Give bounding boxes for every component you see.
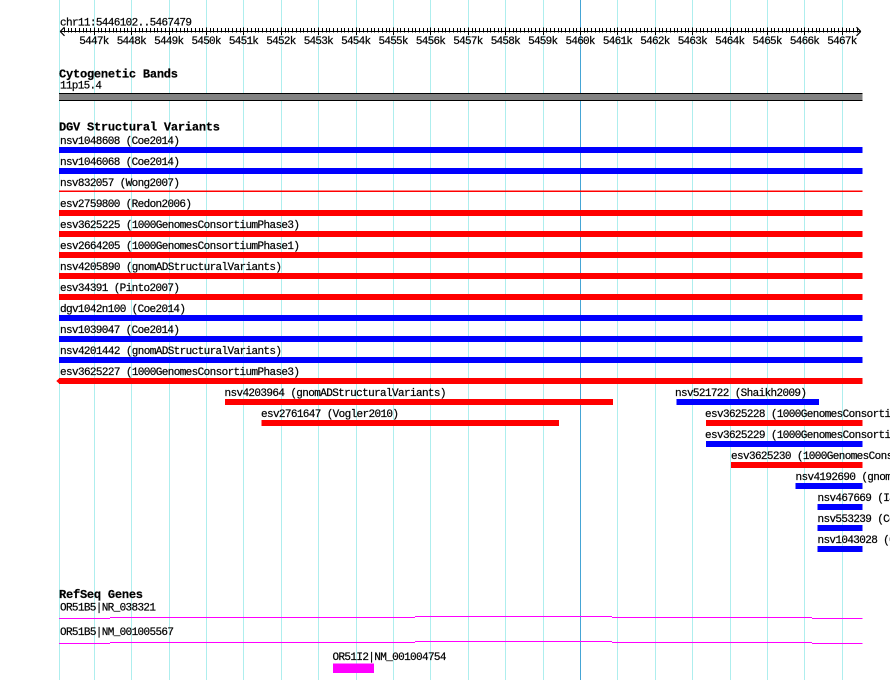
svg-text:esv2759800 (Redon2006): esv2759800 (Redon2006) [60, 199, 192, 211]
svg-text:5456k: 5456k [416, 36, 446, 48]
svg-text:5463k: 5463k [678, 36, 708, 48]
svg-text:DGV Structural Variants: DGV Structural Variants [59, 121, 220, 135]
svg-text:5455k: 5455k [379, 36, 409, 48]
svg-text:11p15.4: 11p15.4 [60, 81, 102, 93]
svg-text:5464k: 5464k [715, 36, 745, 48]
svg-text:nsv4205890 (gnomADStructuralVa: nsv4205890 (gnomADStructuralVariants) [60, 262, 282, 274]
svg-text:nsv467669 (Iafrate2004): nsv467669 (Iafrate2004) [818, 493, 890, 505]
svg-text:nsv1043028 (Coe2014): nsv1043028 (Coe2014) [818, 535, 890, 547]
svg-text:OR51I2|NM_001004754: OR51I2|NM_001004754 [333, 652, 447, 664]
svg-text:nsv1046068 (Coe2014): nsv1046068 (Coe2014) [60, 157, 180, 169]
svg-text:nsv521722 (Shaikh2009): nsv521722 (Shaikh2009) [675, 388, 807, 400]
svg-text:5453k: 5453k [304, 36, 334, 48]
svg-text:5454k: 5454k [341, 36, 371, 48]
svg-text:nsv832057 (Wong2007): nsv832057 (Wong2007) [60, 178, 180, 190]
svg-text:5461k: 5461k [603, 36, 633, 48]
svg-text:5452k: 5452k [266, 36, 296, 48]
svg-text:esv3625230 (1000GenomesConsort: esv3625230 (1000GenomesConsortiumPhase3) [731, 451, 890, 463]
svg-text:5448k: 5448k [117, 36, 147, 48]
svg-text:5451k: 5451k [229, 36, 259, 48]
svg-text:nsv553239 (Conrad2009): nsv553239 (Conrad2009) [818, 514, 890, 526]
svg-text:esv3625229 (1000GenomesConsort: esv3625229 (1000GenomesConsortiumPhase3) [705, 430, 890, 442]
svg-text:esv3625228 (1000GenomesConsort: esv3625228 (1000GenomesConsortiumPhase3) [705, 409, 890, 421]
svg-text:esv34391 (Pinto2007): esv34391 (Pinto2007) [60, 283, 180, 295]
svg-text:esv2664205 (1000GenomesConsort: esv2664205 (1000GenomesConsortiumPhase1) [60, 241, 300, 253]
svg-text:esv3625227 (1000GenomesConsort: esv3625227 (1000GenomesConsortiumPhase3) [60, 367, 300, 379]
svg-text:esv3625225 (1000GenomesConsort: esv3625225 (1000GenomesConsortiumPhase3) [60, 220, 300, 232]
svg-text:5466k: 5466k [790, 36, 820, 48]
svg-text:5467k: 5467k [827, 36, 857, 48]
svg-text:chr11:5446102..5467479: chr11:5446102..5467479 [60, 17, 192, 29]
svg-text:5447k: 5447k [79, 36, 109, 48]
svg-text:nsv4201442 (gnomADStructuralVa: nsv4201442 (gnomADStructuralVariants) [60, 346, 282, 358]
svg-text:Cytogenetic Bands: Cytogenetic Bands [59, 68, 178, 82]
svg-text:esv2761647 (Vogler2010): esv2761647 (Vogler2010) [261, 409, 399, 421]
svg-text:OR51B5|NM_001005567: OR51B5|NM_001005567 [60, 627, 174, 639]
svg-text:dgv1042n100 (Coe2014): dgv1042n100 (Coe2014) [60, 304, 186, 316]
svg-text:5457k: 5457k [453, 36, 483, 48]
svg-text:5462k: 5462k [640, 36, 670, 48]
svg-text:nsv4203964 (gnomADStructuralVa: nsv4203964 (gnomADStructuralVariants) [225, 388, 447, 400]
svg-text:5459k: 5459k [528, 36, 558, 48]
svg-text:5458k: 5458k [491, 36, 521, 48]
svg-text:nsv4192690 (gnomADStructuralVa: nsv4192690 (gnomADStructuralVariants) [796, 472, 890, 484]
svg-text:nsv1039047 (Coe2014): nsv1039047 (Coe2014) [60, 325, 180, 337]
svg-text:5450k: 5450k [192, 36, 222, 48]
svg-text:OR51B5|NR_038321: OR51B5|NR_038321 [60, 603, 156, 615]
svg-text:RefSeq Genes: RefSeq Genes [59, 588, 143, 602]
svg-text:nsv1048608 (Coe2014): nsv1048608 (Coe2014) [60, 136, 180, 148]
svg-text:5465k: 5465k [753, 36, 783, 48]
svg-text:5460k: 5460k [566, 36, 596, 48]
svg-text:5449k: 5449k [154, 36, 184, 48]
